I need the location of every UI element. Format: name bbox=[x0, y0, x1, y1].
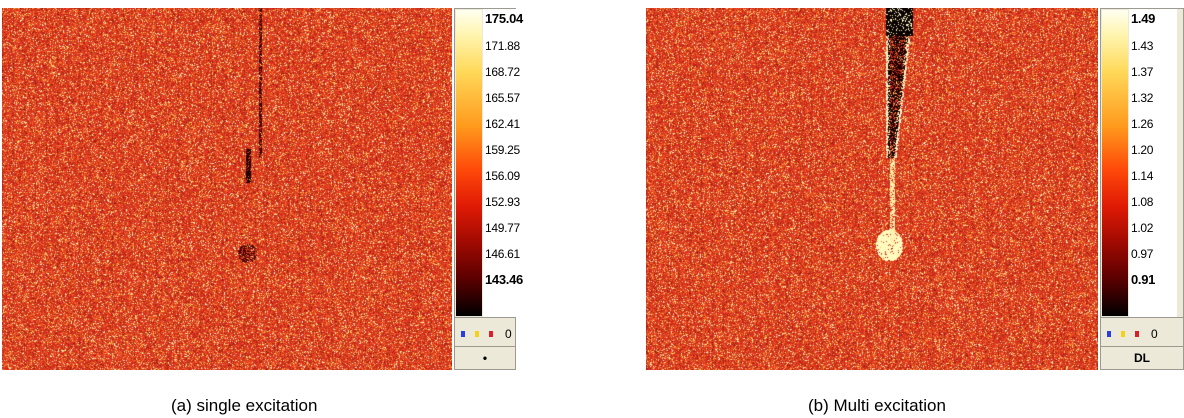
colorbar-tick: 152.93 bbox=[485, 195, 520, 209]
colorbar-max-label: 1.49 bbox=[1131, 11, 1156, 26]
colorbar-tick: 1.32 bbox=[1131, 91, 1154, 105]
colorbar-footer: 0 DL bbox=[1101, 317, 1183, 369]
marker-count: 0 bbox=[505, 327, 512, 341]
colorbar-single: 175.04 171.88 168.72 165.57 162.41 159.2… bbox=[454, 8, 531, 370]
colorbar-tick: 165.57 bbox=[485, 91, 520, 105]
colorbar-tick-labels: 1.49 1.43 1.37 1.32 1.26 1.20 1.14 1.08 … bbox=[1129, 9, 1177, 317]
thermal-panel-single: 175.04 171.88 168.72 165.57 162.41 159.2… bbox=[2, 8, 531, 370]
caption-single-excitation: (a) single excitation bbox=[171, 396, 318, 415]
yellow-marker-icon bbox=[1121, 331, 1125, 337]
colorbar-max-label: 175.04 bbox=[485, 11, 523, 26]
colorbar-tick: 1.43 bbox=[1131, 39, 1154, 53]
colorbar-tick: 1.02 bbox=[1131, 221, 1154, 235]
colorbar-tick: 162.41 bbox=[485, 117, 520, 131]
colorbar-tick: 1.20 bbox=[1131, 143, 1154, 157]
colorbar-tick: 1.14 bbox=[1131, 169, 1154, 183]
colorbar-bottom-label: • bbox=[455, 346, 515, 369]
thermal-canvas-multi bbox=[646, 8, 1098, 370]
colorbar-tick: 171.88 bbox=[485, 39, 520, 53]
colorbar-tick: 159.25 bbox=[485, 143, 520, 157]
thermal-image-single bbox=[2, 8, 452, 370]
colorbar-tick-labels: 175.04 171.88 168.72 165.57 162.41 159.2… bbox=[483, 9, 531, 317]
thermal-panel-multi: 1.49 1.43 1.37 1.32 1.26 1.20 1.14 1.08 … bbox=[646, 8, 1184, 370]
colorbar-tick: 149.77 bbox=[485, 221, 520, 235]
colorbar-multi: 1.49 1.43 1.37 1.32 1.26 1.20 1.14 1.08 … bbox=[1100, 8, 1184, 370]
colorbar-bottom-label: DL bbox=[1101, 346, 1183, 369]
colorbar-tick: 1.37 bbox=[1131, 65, 1154, 79]
colorbar-footer: 0 • bbox=[455, 317, 515, 369]
colorbar-min-label: 0.91 bbox=[1131, 272, 1156, 287]
colorbar-min-label: 143.46 bbox=[485, 272, 523, 287]
color-scale-gradient bbox=[456, 10, 482, 316]
red-marker-icon bbox=[489, 331, 493, 337]
blue-marker-icon bbox=[461, 331, 465, 337]
yellow-marker-icon bbox=[475, 331, 479, 337]
colorbar-tick: 1.26 bbox=[1131, 117, 1154, 131]
thermal-image-multi bbox=[646, 8, 1098, 370]
blue-marker-icon bbox=[1107, 331, 1111, 337]
colorbar-tick: 168.72 bbox=[485, 65, 520, 79]
palette-markers: 0 bbox=[461, 327, 512, 341]
caption-multi-excitation: (b) Multi excitation bbox=[808, 396, 946, 415]
color-scale-gradient bbox=[1102, 10, 1128, 316]
colorbar-tick: 156.09 bbox=[485, 169, 520, 183]
red-marker-icon bbox=[1135, 331, 1139, 337]
colorbar-tick: 146.61 bbox=[485, 247, 520, 261]
thermal-canvas-single bbox=[2, 8, 452, 370]
marker-count: 0 bbox=[1151, 327, 1158, 341]
colorbar-tick: 0.97 bbox=[1131, 247, 1154, 261]
colorbar-tick: 1.08 bbox=[1131, 195, 1154, 209]
palette-markers: 0 bbox=[1107, 327, 1158, 341]
